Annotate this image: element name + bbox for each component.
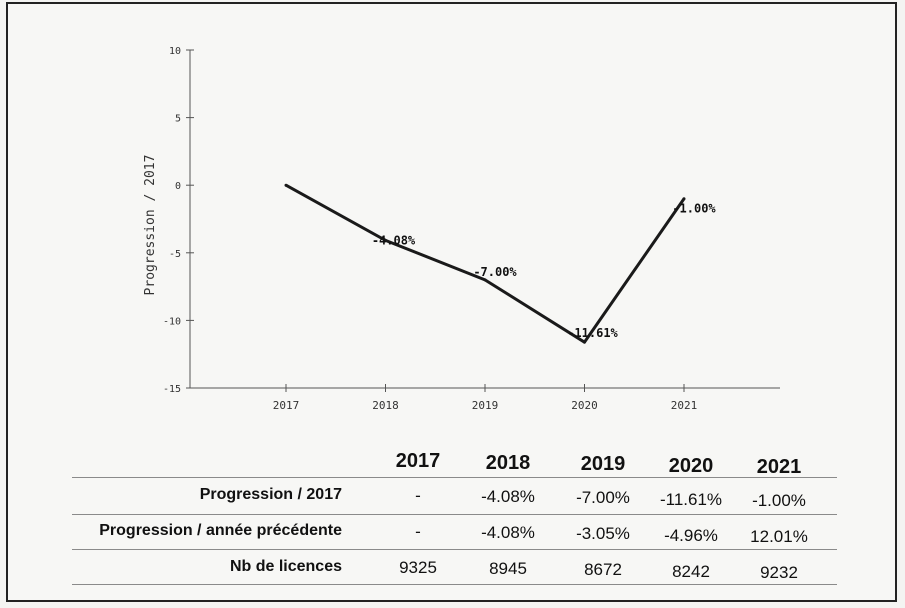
x-ticks: 2017 2018 2019 2020 2021 <box>273 384 698 412</box>
y-tick-label: -5 <box>169 249 181 260</box>
series-group <box>284 183 686 344</box>
x-tick-label: 2021 <box>671 399 698 412</box>
data-label: -7.00% <box>473 265 517 279</box>
data-label: -11.61% <box>567 326 618 340</box>
x-tick-label: 2019 <box>472 399 499 412</box>
y-tick-label: 10 <box>169 46 181 57</box>
chart-frame <box>6 2 897 602</box>
y-tick-label: 0 <box>175 181 181 192</box>
data-point <box>483 278 487 282</box>
y-tick-label: -10 <box>163 316 181 327</box>
y-tick-label: 5 <box>175 114 181 125</box>
x-tick-label: 2020 <box>571 399 598 412</box>
data-label: -4.08% <box>372 233 416 247</box>
y-ticks: 10 5 0 -5 -10 -15 <box>163 46 194 395</box>
chart-axes <box>189 50 780 389</box>
data-point <box>682 197 686 201</box>
y-axis-title: Progression / 2017 <box>143 155 158 296</box>
data-point <box>284 183 288 187</box>
data-labels: -4.08% -7.00% -11.61% -1.00% <box>372 202 717 340</box>
data-point <box>583 340 586 344</box>
x-tick-label: 2018 <box>372 399 399 412</box>
x-tick-label: 2017 <box>273 399 300 412</box>
y-tick-label: -15 <box>163 384 181 395</box>
series-line <box>285 183 686 344</box>
data-point <box>384 238 387 242</box>
data-label: -1.00% <box>672 202 716 216</box>
